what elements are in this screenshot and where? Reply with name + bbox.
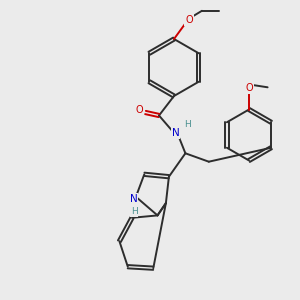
Text: N: N bbox=[172, 128, 179, 138]
Text: N: N bbox=[130, 194, 137, 204]
Text: H: H bbox=[131, 207, 138, 216]
Text: H: H bbox=[184, 120, 191, 129]
Text: O: O bbox=[135, 105, 143, 115]
Text: O: O bbox=[245, 83, 253, 93]
Text: O: O bbox=[185, 15, 193, 25]
